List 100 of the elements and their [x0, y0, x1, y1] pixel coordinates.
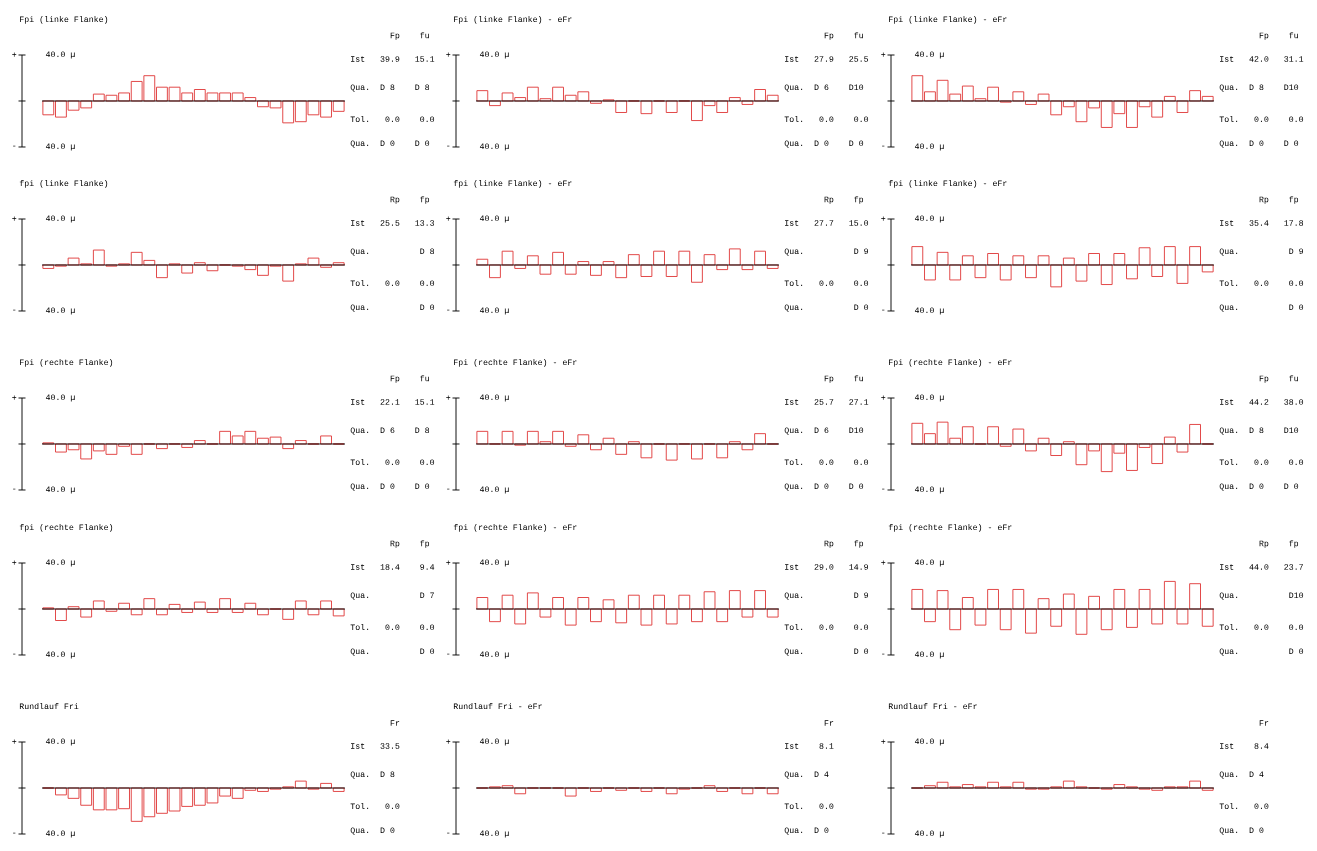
y-tick-label: 40.0 µ — [479, 486, 509, 494]
text: + — [881, 560, 886, 565]
y-tick-label: 40.0 µ — [479, 215, 509, 223]
y-tick-label: 40.0 µ — [914, 738, 944, 746]
text: Qua. D 9 — [784, 592, 869, 600]
y-tick-label: 40.0 µ — [479, 307, 509, 315]
text: Qua. D 0 D 0 — [1219, 140, 1299, 148]
text: Tol. 0.0 0.0 — [350, 623, 435, 631]
y-tick-label: 40.0 µ — [914, 307, 944, 315]
text: - — [447, 145, 450, 147]
chart-title: Fpi (rechte Flanke) - eFr — [889, 359, 1012, 367]
text: - — [447, 488, 450, 490]
text: Rp fp — [824, 196, 864, 204]
text: Ist 33.5 — [351, 743, 400, 749]
text: Fp fu — [824, 375, 863, 383]
text: Tol. 0.0 0.0 — [784, 458, 869, 466]
text: + — [12, 216, 17, 221]
text: Tol. 0.0 0.0 — [784, 623, 869, 631]
chart-title: fpi (linke Flanke) - eFr — [888, 180, 1007, 188]
text: Rp fp — [1259, 540, 1299, 548]
text: - — [882, 832, 885, 834]
text: Qua. D 6 D10 — [784, 427, 864, 435]
text: - — [13, 145, 16, 147]
text: Ist 39.9 15.1 — [351, 56, 435, 62]
y-tick-label: 40.0 µ — [914, 830, 944, 838]
text: + — [881, 52, 886, 57]
text: + — [12, 52, 17, 57]
y-tick-label: 40.0 µ — [479, 830, 509, 838]
text: - — [882, 145, 885, 147]
y-tick-label: 40.0 µ — [914, 51, 944, 59]
chart-title: fpi (rechte Flanke) - eFr — [888, 524, 1012, 532]
text: Ist 8.1 — [785, 743, 834, 749]
text: Qua. D 8 D 8 — [350, 84, 430, 92]
text: Qua. D 8 D10 — [1219, 84, 1299, 92]
text: Qua. D 0 D 0 — [350, 483, 430, 491]
y-tick-label: 40.0 µ — [479, 394, 509, 402]
text: Qua. D 0 — [784, 304, 869, 312]
text: Rp fp — [824, 540, 864, 548]
y-tick-label: 40.0 µ — [45, 738, 75, 746]
text: + — [881, 739, 886, 744]
y-tick-label: 40.0 µ — [45, 143, 75, 151]
text: - — [447, 653, 450, 655]
text: Fp fu — [1259, 375, 1298, 383]
text: + — [12, 739, 17, 744]
y-tick-label: 40.0 µ — [479, 143, 509, 151]
text: Fr — [390, 720, 400, 726]
text: Tol. 0.0 — [1219, 802, 1269, 810]
y-tick-label: 40.0 µ — [45, 215, 75, 223]
text: Qua. D 0 — [784, 827, 829, 835]
text: + — [881, 216, 886, 221]
text: Tol. 0.0 0.0 — [784, 115, 869, 123]
text: Ist 44.2 38.0 — [1220, 399, 1304, 405]
text: + — [12, 560, 17, 565]
text: Tol. 0.0 0.0 — [1219, 279, 1304, 287]
chart-title: fpi (linke Flanke) — [19, 180, 108, 188]
text: Ist 25.7 27.1 — [785, 399, 869, 405]
y-tick-label: 40.0 µ — [45, 559, 75, 567]
text: Tol. 0.0 0.0 — [350, 458, 435, 466]
text: + — [446, 739, 451, 744]
text: Fr — [824, 720, 834, 726]
text: + — [446, 216, 451, 221]
text: - — [447, 309, 450, 311]
text: - — [13, 309, 16, 311]
y-tick-label: 40.0 µ — [479, 559, 509, 567]
text: Qua. D 6 D10 — [784, 84, 864, 92]
text: Rp fp — [390, 540, 430, 548]
text: + — [446, 395, 451, 400]
chart-title: Rundlauf Fri - eFr — [888, 703, 977, 710]
text: - — [882, 488, 885, 490]
y-tick-label: 40.0 µ — [45, 307, 75, 315]
chart-title: Fpi (linke Flanke) — [20, 16, 108, 24]
text: + — [881, 395, 886, 400]
chart-title: Rundlauf Fri — [19, 703, 79, 710]
text: Ist 27.7 15.0 — [785, 220, 869, 226]
text: + — [446, 560, 451, 565]
text: Ist 22.1 15.1 — [351, 399, 435, 405]
text: Fp fu — [824, 32, 863, 40]
text: - — [882, 653, 885, 655]
text: Tol. 0.0 — [784, 802, 834, 810]
text: + — [12, 395, 17, 400]
text: Qua. D 0 — [350, 648, 435, 656]
text: Qua. D 0 — [350, 827, 395, 835]
chart-title: fpi (linke Flanke) - eFr — [453, 180, 572, 188]
y-tick-label: 40.0 µ — [45, 486, 75, 494]
chart-title: fpi (rechte Flanke) — [19, 524, 113, 532]
text: Qua. D 0 — [1219, 827, 1264, 835]
text: Qua. D 4 — [1219, 771, 1264, 779]
y-tick-label: 40.0 µ — [914, 651, 944, 659]
text: Qua. D 0 D 0 — [1219, 483, 1299, 491]
text: Fp fu — [390, 32, 429, 40]
text: Qua. D 6 D 8 — [350, 427, 430, 435]
y-tick-label: 40.0 µ — [914, 143, 944, 151]
text: Ist 25.5 13.3 — [351, 220, 435, 226]
text: Qua. D 0 D 0 — [784, 140, 864, 148]
text: Tol. 0.0 — [350, 802, 400, 810]
y-tick-label: 40.0 µ — [914, 559, 944, 567]
chart-title: Fpi (linke Flanke) - eFr — [889, 16, 1007, 24]
text: Qua. D10 — [1219, 592, 1304, 600]
y-tick-label: 40.0 µ — [479, 651, 509, 659]
text: Fp fu — [1259, 32, 1298, 40]
